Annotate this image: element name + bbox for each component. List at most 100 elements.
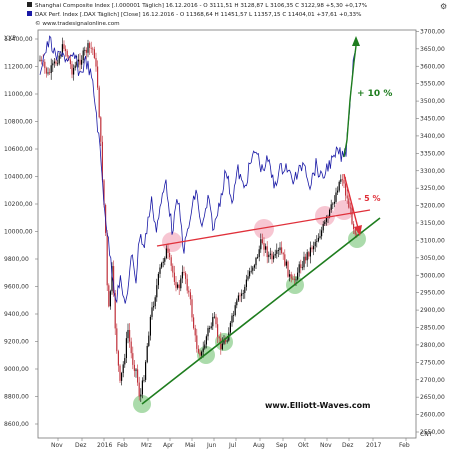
right-tick-label: 2850,00 xyxy=(420,325,445,332)
left-tick-label: 10800,00 xyxy=(4,119,33,126)
candle-body xyxy=(212,317,214,327)
candle-body xyxy=(169,252,171,258)
candle-body xyxy=(201,351,203,356)
candle-body xyxy=(132,353,134,365)
candle-body xyxy=(194,328,196,336)
candle-body xyxy=(172,265,174,273)
x-tick-label: Jun xyxy=(206,442,217,449)
candle-body xyxy=(180,278,182,289)
candle-body xyxy=(265,246,267,250)
candle-body xyxy=(255,257,257,266)
candle-body xyxy=(239,295,241,297)
candle-body xyxy=(61,44,63,55)
candle-body xyxy=(209,328,211,329)
candle-body xyxy=(60,54,62,56)
candle-body xyxy=(45,68,47,74)
candle-body xyxy=(204,344,206,349)
candle-body xyxy=(148,335,150,346)
x-tick-label: 2016 xyxy=(97,442,112,449)
right-tick-label: 2700,00 xyxy=(420,377,445,384)
candle-body xyxy=(257,256,259,258)
x-axis: Nov Dez 2016 Feb Mrz Apr Mai Jun Jul Aug Sep Okt Nov… xyxy=(51,438,410,449)
candle-body xyxy=(308,252,310,257)
left-tick-label: 8600,00 xyxy=(4,421,29,428)
candle-body xyxy=(69,59,71,65)
candle-body xyxy=(165,248,167,259)
candle-body xyxy=(95,57,97,67)
candle-body xyxy=(154,297,156,307)
candle-body xyxy=(41,59,43,61)
candle-body xyxy=(73,67,75,75)
candle-body xyxy=(273,255,275,260)
right-tick-label: 3150,00 xyxy=(420,220,445,227)
left-tick-label: 8800,00 xyxy=(4,394,29,401)
right-tick-label: 3350,00 xyxy=(420,150,445,157)
candle-body xyxy=(316,241,318,242)
candle-body xyxy=(213,316,215,318)
candle-body xyxy=(337,190,339,193)
candle-body xyxy=(221,343,223,350)
candle-body xyxy=(101,141,103,181)
candle-body xyxy=(108,285,110,307)
right-tick-label: 3200,00 xyxy=(420,203,445,210)
candle-body xyxy=(197,348,199,353)
candle-body xyxy=(289,274,291,277)
candle-body xyxy=(127,329,129,339)
dax-series-line xyxy=(39,35,356,304)
candle-body xyxy=(349,207,351,209)
candle-body xyxy=(49,72,51,74)
candle-body xyxy=(138,382,140,397)
candle-body xyxy=(314,241,316,247)
candle-body xyxy=(205,336,207,345)
candle-body xyxy=(52,63,54,66)
candle-body xyxy=(284,254,286,266)
x-tick-label: Jul xyxy=(228,442,237,449)
candle-body xyxy=(242,293,244,294)
shanghai-legend-swatch xyxy=(27,2,32,7)
candle-body xyxy=(189,292,191,300)
candle-body xyxy=(218,336,220,339)
right-tick-label: 3600,00 xyxy=(420,63,445,70)
candle-body xyxy=(325,217,327,222)
right-tick-label: 2900,00 xyxy=(420,307,445,314)
candle-body xyxy=(81,60,83,65)
candle-body xyxy=(133,364,135,371)
candle-body xyxy=(309,247,311,257)
left-tick-label: 11400,00 xyxy=(4,36,33,43)
candle-body xyxy=(188,290,190,293)
left-tick-label: 10600,00 xyxy=(4,146,33,153)
candle-body xyxy=(141,380,143,395)
candle-body xyxy=(39,59,41,61)
candle-body xyxy=(338,181,340,191)
down-arrow xyxy=(343,173,362,236)
candle-body xyxy=(89,43,91,48)
candle-body xyxy=(298,264,300,273)
candle-body xyxy=(341,179,343,181)
candle-body xyxy=(100,117,102,142)
resistance-touch-circle xyxy=(162,232,182,252)
candle-body xyxy=(322,224,324,231)
candle-body xyxy=(253,265,255,268)
x-tick-label: Sep xyxy=(276,442,288,449)
candle-body xyxy=(65,48,67,52)
candle-body xyxy=(319,236,321,238)
candle-body xyxy=(124,358,126,365)
candle-body xyxy=(202,348,204,352)
chart-header: Shanghai Composite Index [.I.000001 Tägl… xyxy=(27,2,447,27)
candle-body xyxy=(245,279,247,287)
header-shanghai: Shanghai Composite Index [.I.000001 Tägl… xyxy=(35,3,367,9)
candle-body xyxy=(185,272,187,279)
candle-body xyxy=(183,271,185,273)
candle-body xyxy=(170,257,172,266)
candle-body xyxy=(274,253,276,256)
candle-body xyxy=(74,65,76,68)
right-tick-label: 2650,00 xyxy=(420,394,445,401)
candle-body xyxy=(354,229,356,235)
candle-body xyxy=(57,63,59,65)
left-tick-label: 9000,00 xyxy=(4,366,29,373)
settings-icon[interactable]: ⚙ xyxy=(440,2,447,11)
candle-body xyxy=(53,61,55,64)
candle-body xyxy=(335,192,337,202)
